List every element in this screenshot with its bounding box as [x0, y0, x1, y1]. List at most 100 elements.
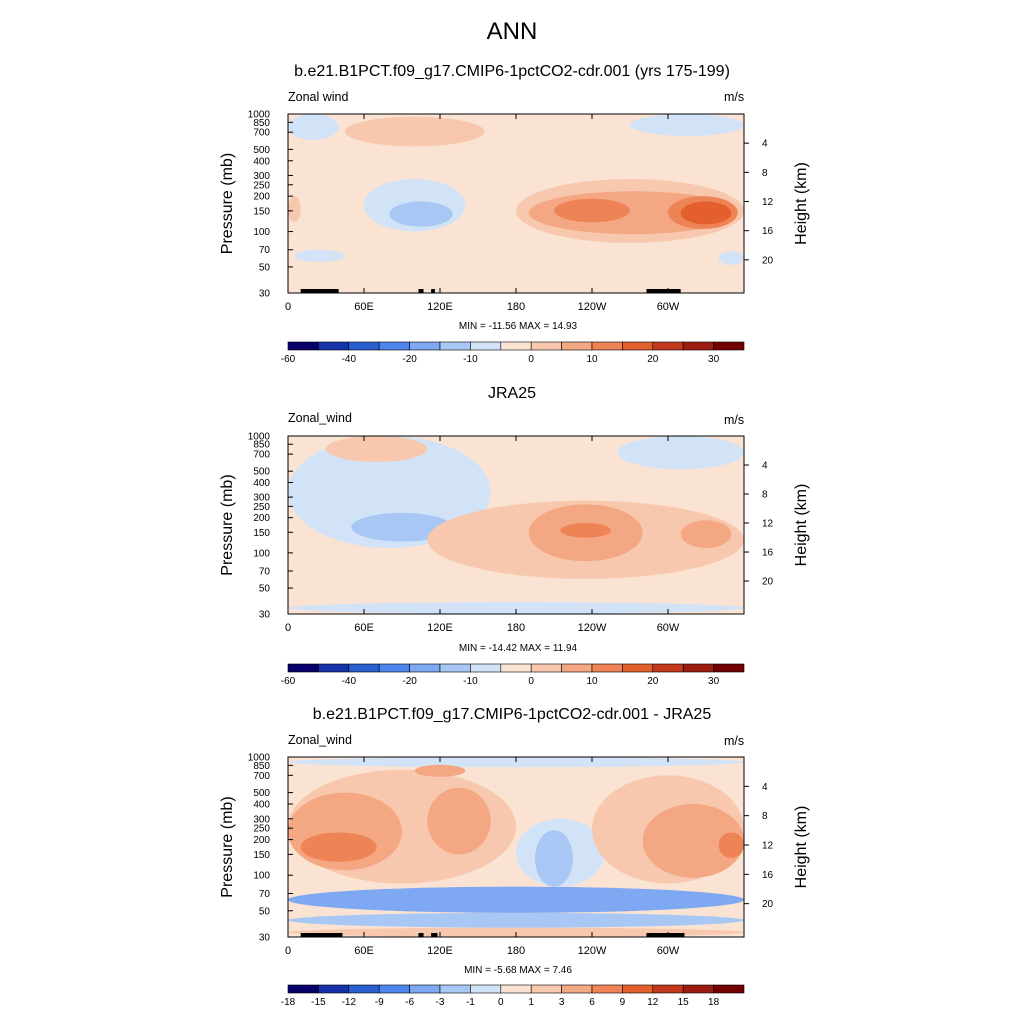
colorbar-label: -18 [281, 997, 296, 1008]
y-tick-label: 100 [253, 871, 270, 882]
y-tick-label: 1000 [248, 432, 271, 443]
colorbar-label: 0 [528, 676, 534, 687]
height-tick-label: 12 [762, 840, 774, 851]
x-tick-label: 120E [427, 301, 453, 313]
height-tick-label: 12 [762, 197, 774, 208]
contour-field [288, 114, 744, 293]
panel-3-variable-label: Zonal_wind [288, 733, 352, 747]
colorbar-box [713, 984, 745, 994]
y-tick-label: 300 [253, 493, 270, 504]
y-tick-label: 30 [259, 933, 271, 944]
contour-field [288, 436, 744, 614]
y-tick-label: 150 [253, 850, 270, 861]
colorbar-label: -60 [281, 354, 296, 365]
y-tick-label: 400 [253, 156, 270, 167]
figure-title: ANN [486, 18, 538, 45]
x-tick-label: 120W [578, 945, 607, 957]
orography-bar [300, 289, 339, 293]
contour-region [288, 912, 744, 928]
contour-region [294, 249, 345, 263]
contour-region [566, 204, 618, 217]
orography-bar [418, 933, 424, 937]
orography-bar [418, 289, 424, 293]
y-tick-label: 850 [253, 761, 270, 772]
y-tick-label: 700 [253, 771, 270, 782]
panel-1-title: b.e21.B1PCT.f09_g17.CMIP6-1pctCO2-cdr.00… [294, 63, 730, 80]
colorbar-box [409, 984, 441, 994]
x-tick-label: 0 [285, 945, 291, 957]
contour-region [288, 757, 744, 768]
colorbar-box [682, 984, 714, 994]
contour-region [288, 602, 744, 614]
x-tick-label: 0 [285, 622, 291, 634]
colorbar-box [287, 984, 319, 994]
y-tick-label: 50 [259, 262, 271, 273]
contour-region [642, 804, 744, 878]
x-tick-label: 120W [578, 301, 607, 313]
contour-region [718, 832, 744, 858]
y-tick-label: 700 [253, 128, 270, 139]
panel-1-min-max: MIN = -11.56 MAX = 14.93 [458, 321, 578, 332]
x-tick-label: 0 [285, 301, 291, 313]
orography-bar [431, 289, 435, 293]
colorbar-label: 12 [647, 997, 659, 1008]
x-tick-label: 60E [354, 945, 374, 957]
y-tick-label: 1000 [248, 753, 271, 764]
height-tick-label: 20 [762, 577, 774, 588]
colorbar-box [470, 984, 502, 994]
colorbar-label: 30 [708, 354, 720, 365]
y-tick-label: 850 [253, 440, 270, 451]
y-tick-label: 100 [253, 227, 270, 238]
y-tick-label: 250 [253, 824, 270, 835]
colorbar-label: -10 [463, 676, 478, 687]
colorbar-label: -9 [375, 997, 384, 1008]
colorbar-box [561, 984, 593, 994]
y-tick-label: 70 [259, 889, 271, 900]
colorbar-label: 20 [647, 354, 659, 365]
colorbar-label: 6 [589, 997, 595, 1008]
contour-region [288, 886, 744, 913]
colorbar-box [713, 341, 745, 351]
panel-2-title: JRA25 [487, 385, 537, 402]
height-tick-label: 12 [762, 519, 774, 530]
contour-region [630, 114, 744, 136]
height-tick-label: 8 [762, 811, 768, 822]
y-tick-label: 700 [253, 450, 270, 461]
y-tick-label: 50 [259, 906, 271, 917]
panel-2-units: m/s [724, 413, 745, 427]
colorbar-label: -3 [436, 997, 445, 1008]
y-tick-label: 150 [253, 528, 270, 539]
colorbar-label: 9 [620, 997, 626, 1008]
contour-region [288, 114, 339, 141]
y-tick-label: 300 [253, 171, 270, 182]
colorbar-label: 10 [586, 354, 598, 365]
contour-region [326, 436, 428, 462]
height-tick-label: 4 [762, 461, 768, 472]
height-tick-label: 16 [762, 548, 774, 559]
contour-region [345, 116, 485, 147]
contour-region [389, 201, 453, 227]
y-tick-label: 100 [253, 548, 270, 559]
y-tick-label: 200 [253, 513, 270, 524]
y-tick-label: 200 [253, 835, 270, 846]
colorbar-label: 0 [498, 997, 504, 1008]
colorbar-label: 15 [678, 997, 690, 1008]
y-tick-label: 30 [259, 289, 271, 300]
colorbar-box [500, 984, 532, 994]
colorbar-label: -15 [311, 997, 326, 1008]
colorbar-label: 0 [528, 354, 534, 365]
y-tick-label: 850 [253, 118, 270, 129]
y-tick-label: 70 [259, 566, 271, 577]
y-tick-label: 250 [253, 502, 270, 513]
colorbar-label: 3 [559, 997, 565, 1008]
colorbar-box [622, 984, 654, 994]
panel-2-min-max: MIN = -14.42 MAX = 11.94 [458, 643, 578, 654]
y-tick-label: 200 [253, 192, 270, 203]
colorbar-label: 30 [708, 676, 720, 687]
contour-region [427, 787, 491, 855]
contour-region [560, 523, 612, 538]
x-tick-label: 180 [507, 945, 525, 957]
